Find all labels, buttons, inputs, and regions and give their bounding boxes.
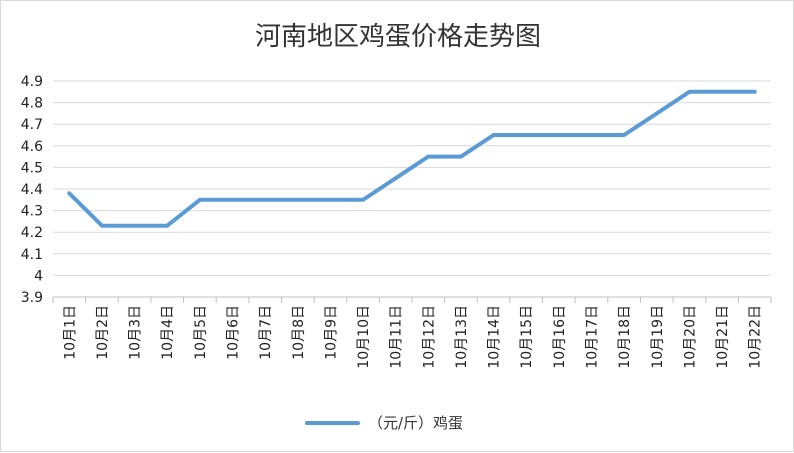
x-tick-label: 10月18日 [617, 305, 633, 369]
x-tick-label: 10月1日 [62, 305, 78, 360]
legend: （元/斤）鸡蛋 [307, 414, 463, 432]
y-tick-label: 4.6 [21, 139, 43, 155]
x-tick-label: 10月12日 [421, 305, 437, 369]
x-axis-ticks: 10月1日 10月2日 10月3日 10月4日 10月5日 10月6日 10月7日 10月8日… [53, 297, 771, 369]
y-tick-label: 4.8 [21, 96, 43, 112]
x-tick-label: 10月6日 [226, 305, 242, 360]
x-tick-label: 10月9日 [323, 305, 339, 360]
x-tick-label: 10月11日 [389, 305, 405, 369]
x-tick-label: 10月15日 [519, 305, 535, 369]
y-tick-label: 4.1 [21, 247, 43, 263]
x-tick-label: 10月5日 [193, 305, 209, 360]
y-tick-label: 4.4 [21, 182, 43, 198]
y-tick-label: 4.9 [21, 74, 43, 90]
x-tick-label: 10月4日 [160, 305, 176, 360]
y-axis-ticks: 3.9 4 4.1 4.2 4.3 4.4 4.5 4.6 4.7 4.8 4.9 [21, 74, 43, 306]
y-tick-label: 4.5 [21, 160, 43, 176]
x-tick-label: 10月22日 [748, 305, 764, 369]
x-tick-label: 10月16日 [552, 305, 568, 369]
x-tick-label: 10月7日 [258, 305, 274, 360]
chart-title: 河南地区鸡蛋价格走势图 [255, 22, 541, 52]
legend-label: （元/斤）鸡蛋 [368, 414, 463, 432]
y-tick-label: 4 [34, 268, 43, 284]
x-tick-label: 10月2日 [95, 305, 111, 360]
x-tick-label: 10月3日 [128, 305, 144, 360]
y-tick-label: 4.3 [21, 204, 43, 220]
x-tick-label: 10月17日 [585, 305, 601, 369]
x-tick-label: 10月19日 [650, 305, 666, 369]
gridlines [53, 81, 771, 297]
x-tick-label: 10月20日 [682, 305, 698, 369]
x-tick-label: 10月14日 [487, 305, 503, 369]
y-tick-label: 3.9 [21, 290, 43, 306]
x-tick-label: 10月10日 [356, 305, 372, 369]
y-tick-label: 4.7 [21, 117, 43, 133]
x-tick-label: 10月21日 [715, 305, 731, 369]
x-tick-label: 10月13日 [454, 305, 470, 369]
series-layer [69, 92, 755, 226]
y-tick-label: 4.2 [21, 225, 43, 241]
series-line [69, 92, 754, 226]
x-tick-label: 10月8日 [291, 305, 307, 360]
